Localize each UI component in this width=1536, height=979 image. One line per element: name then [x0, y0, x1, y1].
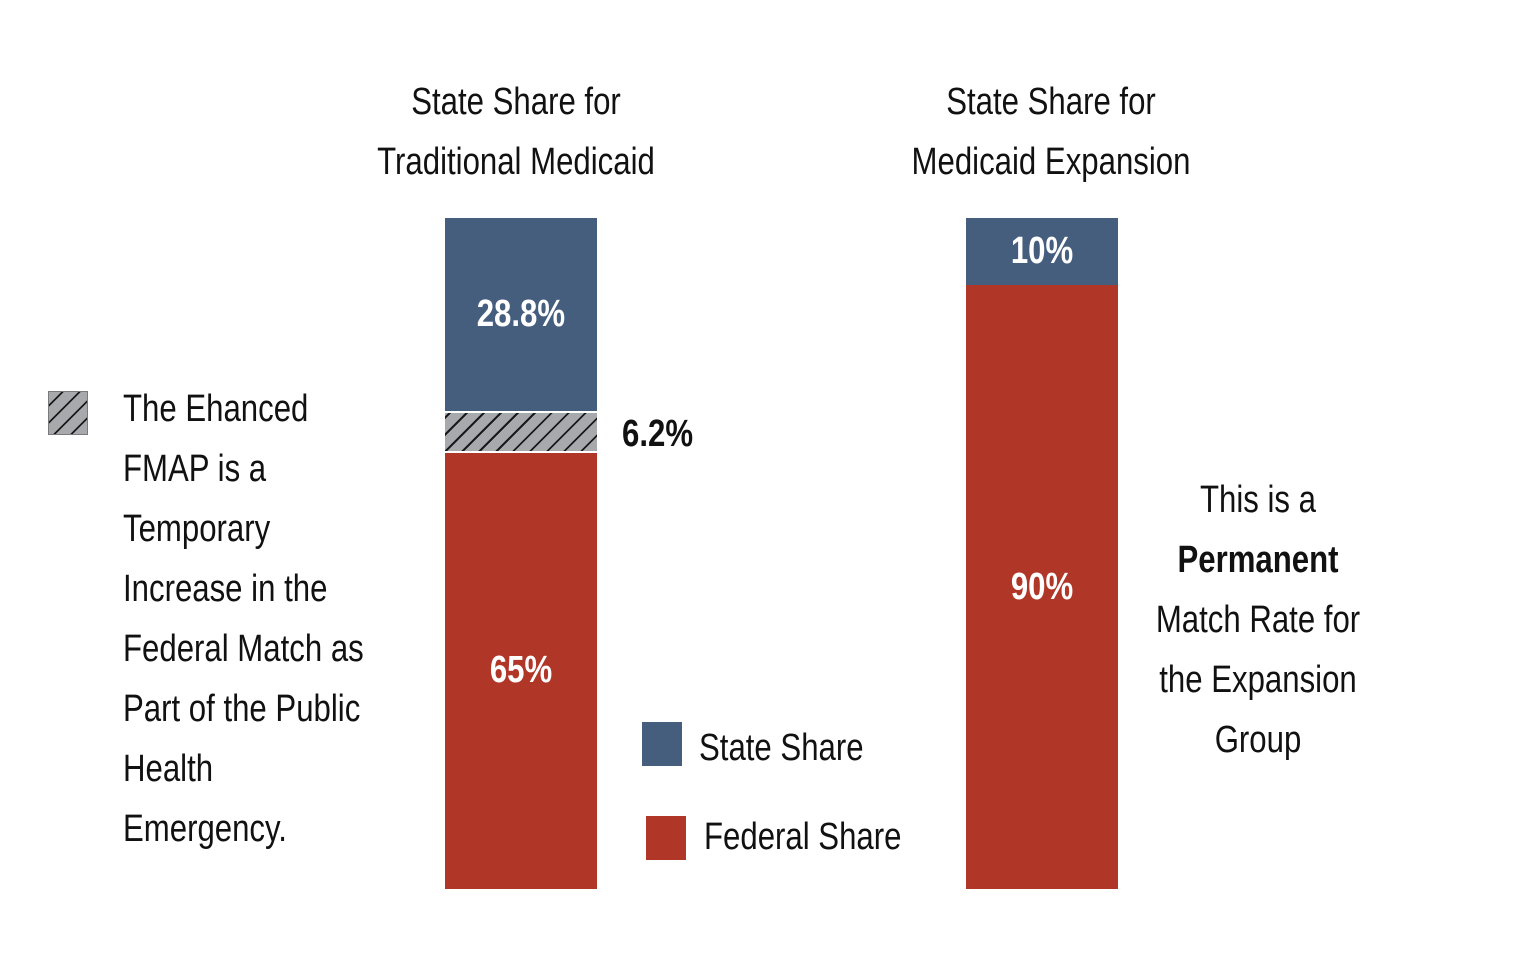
bar-value-label: 90%: [1010, 565, 1074, 608]
note-line-emphasis: Permanent: [1177, 539, 1339, 581]
note-line: FMAP is a: [123, 448, 267, 490]
bar-value-label: 28.8%: [476, 293, 566, 336]
note-line: Match Rate for: [1155, 599, 1361, 641]
enhanced-fmap-hatch-key: [48, 391, 88, 435]
legend-swatch-federal-share: [646, 816, 686, 860]
note-line: Part of the Public: [123, 688, 361, 730]
note-line: Emergency.: [123, 808, 287, 850]
legend-label-state-share: State Share: [699, 727, 864, 769]
bar-segment-enhanced-fmap: [445, 411, 597, 453]
bar-segment-state: 28.8%: [445, 218, 597, 412]
chart-title-line: State Share for: [946, 81, 1156, 123]
chart-title-line: Traditional Medicaid: [377, 141, 655, 183]
note-line: Group: [1214, 719, 1302, 761]
note-line: Federal Match as: [123, 628, 364, 670]
chart-title-traditional: State Share for Traditional Medicaid: [352, 72, 680, 192]
bar-segment-state: 10%: [966, 218, 1118, 286]
legend-label-federal-share: Federal Share: [704, 816, 902, 858]
note-line: Health: [123, 748, 214, 790]
bar-segment-federal: 65%: [445, 452, 597, 889]
bar-traditional-medicaid: 65% 28.8%: [445, 218, 597, 889]
note-line: Increase in the: [123, 568, 328, 610]
chart-title-line: State Share for: [411, 81, 621, 123]
bar-medicaid-expansion: 90% 10%: [966, 218, 1118, 889]
legend-swatch-state-share: [642, 722, 682, 766]
enhanced-fmap-value-label: 6.2%: [622, 413, 694, 455]
bar-value-label: 65%: [489, 649, 553, 692]
chart-title-expansion: State Share for Medicaid Expansion: [887, 72, 1215, 192]
note-line: The Ehanced: [123, 388, 309, 430]
chart-title-line: Medicaid Expansion: [911, 141, 1191, 183]
bar-segment-federal: 90%: [966, 285, 1118, 889]
bar-value-label: 10%: [1010, 230, 1074, 273]
note-line: the Expansion: [1159, 659, 1357, 701]
note-line: Temporary: [123, 508, 271, 550]
enhanced-fmap-note: The Ehanced FMAP is a Temporary Increase…: [123, 379, 364, 859]
note-line: This is a: [1199, 479, 1317, 521]
permanent-match-note: This is a Permanent Match Rate for the E…: [1135, 470, 1381, 770]
